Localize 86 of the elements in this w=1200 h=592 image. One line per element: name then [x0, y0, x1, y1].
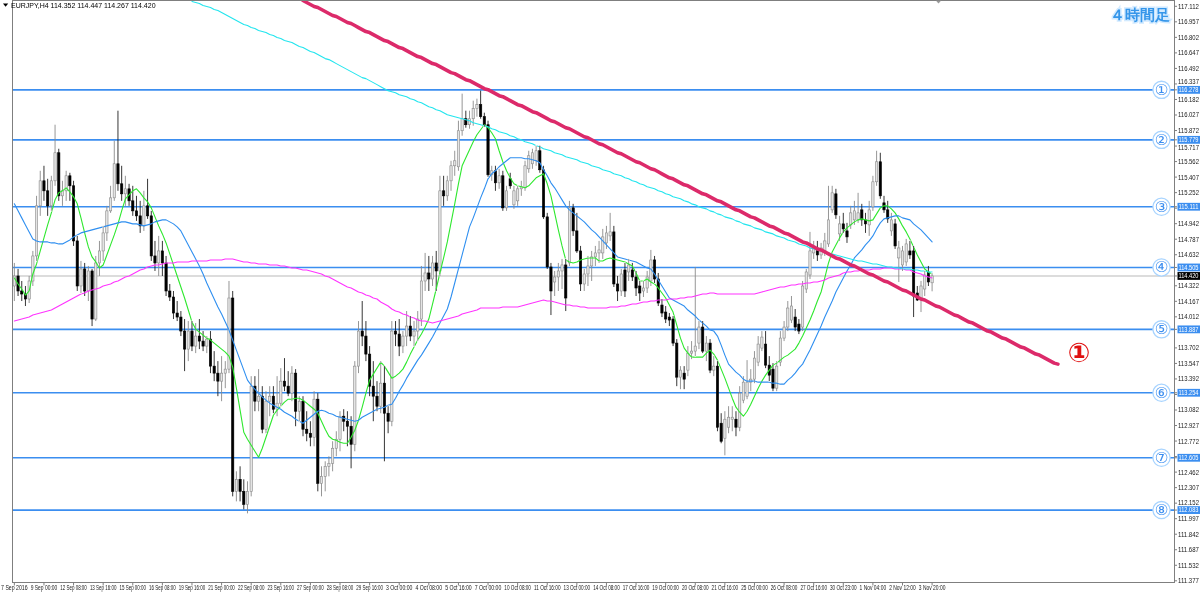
candlestick: [686, 345, 690, 377]
candlestick: [323, 460, 327, 492]
candlestick: [723, 410, 727, 456]
annotation: ①: [1067, 336, 1091, 368]
candlestick: [271, 385, 275, 414]
candlestick: [775, 360, 779, 392]
candlestick: [704, 335, 708, 362]
candlestick: [138, 200, 142, 234]
ref-line-label: ⑦: [1154, 448, 1169, 467]
candlestick: [693, 266, 697, 357]
candlestick: [553, 270, 557, 297]
candlestick: [893, 218, 897, 250]
candlestick: [597, 240, 601, 264]
ref-line-label: ⑧: [1154, 501, 1169, 520]
ref-line-label: ⑤: [1154, 320, 1169, 339]
candlestick: [220, 355, 224, 402]
candlestick: [186, 320, 190, 362]
candlestick: [590, 250, 594, 282]
candlestick: [605, 225, 608, 250]
candlestick: [408, 315, 412, 342]
candlestick: [197, 318, 201, 350]
candlestick: [516, 185, 520, 207]
candlestick: [534, 145, 538, 167]
ref-line-label: ③: [1154, 197, 1169, 216]
candlestick: [431, 255, 434, 287]
candlestick: [712, 355, 716, 377]
candlestick: [397, 318, 401, 357]
candlestick: [471, 100, 475, 127]
candlestick: [734, 410, 738, 437]
candlestick: [253, 375, 257, 412]
candlestick: [157, 235, 161, 277]
candlestick: [86, 265, 90, 302]
candlestick: [257, 368, 261, 412]
candlestick: [290, 365, 294, 402]
candlestick: [904, 238, 908, 267]
candlestick: [497, 168, 501, 190]
candlestick: [897, 240, 901, 283]
candlestick: [790, 295, 793, 324]
line-series: [301, 0, 1060, 366]
candlestick: [593, 245, 597, 267]
candlestick: [79, 260, 83, 294]
candlestick: [601, 228, 605, 260]
candlestick: [24, 285, 27, 307]
candlestick: [123, 175, 127, 207]
candlestick: [331, 440, 335, 472]
candlestick: [745, 359, 749, 400]
candlestick: [864, 212, 867, 234]
candlestick: [505, 185, 508, 212]
candlestick: [619, 268, 623, 297]
candlestick: [83, 262, 87, 297]
ref-line-label: ②: [1154, 130, 1169, 149]
candlestick: [856, 192, 860, 224]
candlestick: [427, 255, 431, 292]
candlestick: [838, 215, 842, 242]
candlestick: [586, 255, 590, 287]
candlestick: [530, 148, 534, 170]
ref-line-label: ④: [1154, 258, 1169, 277]
candlestick: [172, 290, 175, 320]
ref-line-label: ⑥: [1154, 383, 1169, 402]
candlestick: [512, 185, 516, 210]
candlestick: [349, 415, 353, 469]
ref-line-label: ①: [1154, 80, 1169, 99]
candlestick: [194, 322, 198, 354]
candlestick: [131, 185, 135, 217]
annotation: ４時間足: [1109, 6, 1170, 24]
candlestick: [623, 262, 627, 298]
candlestick: [338, 410, 342, 452]
candlestick: [834, 188, 838, 220]
candlestick: [142, 190, 146, 232]
candlestick: [394, 320, 397, 347]
candlestick: [849, 205, 853, 230]
candlestick: [901, 245, 904, 272]
candlestick: [234, 470, 238, 502]
candlestick: [297, 395, 301, 422]
candlestick: [64, 170, 68, 202]
candlestick: [283, 357, 286, 392]
candlestick: [679, 365, 682, 390]
candlestick: [320, 465, 323, 497]
candlestick: [556, 262, 560, 292]
candlestick: [308, 420, 312, 447]
candlestick: [793, 308, 797, 332]
candlestick: [560, 258, 564, 290]
candlestick: [889, 212, 893, 237]
candlestick: [730, 405, 734, 432]
candlestick: [16, 268, 20, 297]
candlestick: [190, 320, 194, 352]
